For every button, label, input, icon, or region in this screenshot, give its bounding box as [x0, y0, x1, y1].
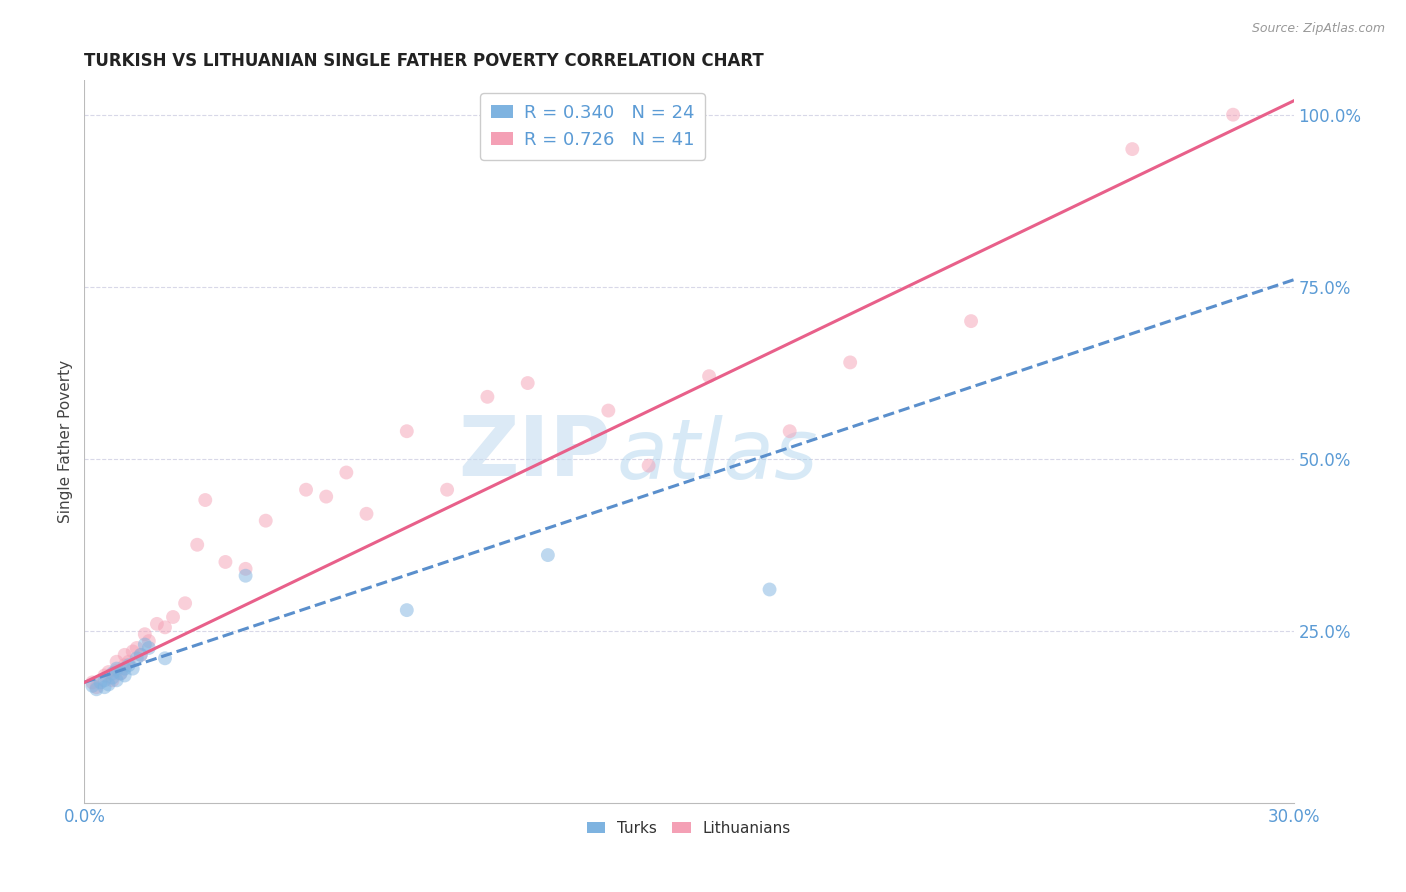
Point — [86, 680, 108, 694]
Point — [779, 424, 801, 438]
Point — [105, 673, 128, 688]
Point — [82, 679, 104, 693]
Point — [118, 658, 141, 673]
Point — [86, 682, 108, 697]
Point — [235, 562, 257, 576]
Point — [697, 369, 720, 384]
Point — [93, 673, 115, 688]
Point — [105, 662, 128, 676]
Point — [537, 548, 560, 562]
Point — [162, 610, 184, 624]
Text: Source: ZipAtlas.com: Source: ZipAtlas.com — [1251, 22, 1385, 36]
Point — [839, 355, 862, 369]
Point — [110, 666, 132, 681]
Text: atlas: atlas — [616, 416, 818, 497]
Point — [93, 680, 115, 694]
Point — [153, 651, 176, 665]
Legend: Turks, Lithuanians: Turks, Lithuanians — [581, 815, 797, 842]
Point — [101, 671, 124, 685]
Point — [97, 665, 120, 679]
Point — [637, 458, 659, 473]
Point — [395, 424, 418, 438]
Point — [315, 490, 337, 504]
Point — [97, 677, 120, 691]
Point — [110, 666, 132, 681]
Point — [436, 483, 458, 497]
Point — [174, 596, 197, 610]
Point — [114, 662, 136, 676]
Point — [138, 634, 160, 648]
Point — [138, 640, 160, 655]
Point — [356, 507, 378, 521]
Text: TURKISH VS LITHUANIAN SINGLE FATHER POVERTY CORRELATION CHART: TURKISH VS LITHUANIAN SINGLE FATHER POVE… — [84, 53, 763, 70]
Point — [118, 655, 141, 669]
Point — [194, 493, 217, 508]
Point — [214, 555, 236, 569]
Point — [134, 638, 156, 652]
Point — [153, 620, 176, 634]
Point — [295, 483, 318, 497]
Point — [114, 648, 136, 662]
Point — [395, 603, 418, 617]
Point — [254, 514, 277, 528]
Y-axis label: Single Father Poverty: Single Father Poverty — [58, 360, 73, 523]
Point — [105, 655, 128, 669]
Point — [89, 675, 111, 690]
Point — [121, 644, 143, 658]
Point — [82, 675, 104, 690]
Point — [129, 648, 152, 662]
Point — [1222, 108, 1244, 122]
Point — [960, 314, 983, 328]
Point — [134, 627, 156, 641]
Point — [758, 582, 780, 597]
Point — [121, 662, 143, 676]
Point — [146, 616, 169, 631]
Text: ZIP: ZIP — [458, 412, 610, 493]
Point — [114, 658, 136, 673]
Point — [114, 668, 136, 682]
Point — [101, 673, 124, 688]
Point — [335, 466, 357, 480]
Point — [186, 538, 208, 552]
Point — [101, 666, 124, 681]
Point — [477, 390, 499, 404]
Point — [125, 640, 148, 655]
Point — [235, 568, 257, 582]
Point — [105, 664, 128, 678]
Point — [125, 651, 148, 665]
Point — [1121, 142, 1143, 156]
Point — [93, 668, 115, 682]
Point — [129, 648, 152, 662]
Point — [516, 376, 538, 390]
Point — [598, 403, 620, 417]
